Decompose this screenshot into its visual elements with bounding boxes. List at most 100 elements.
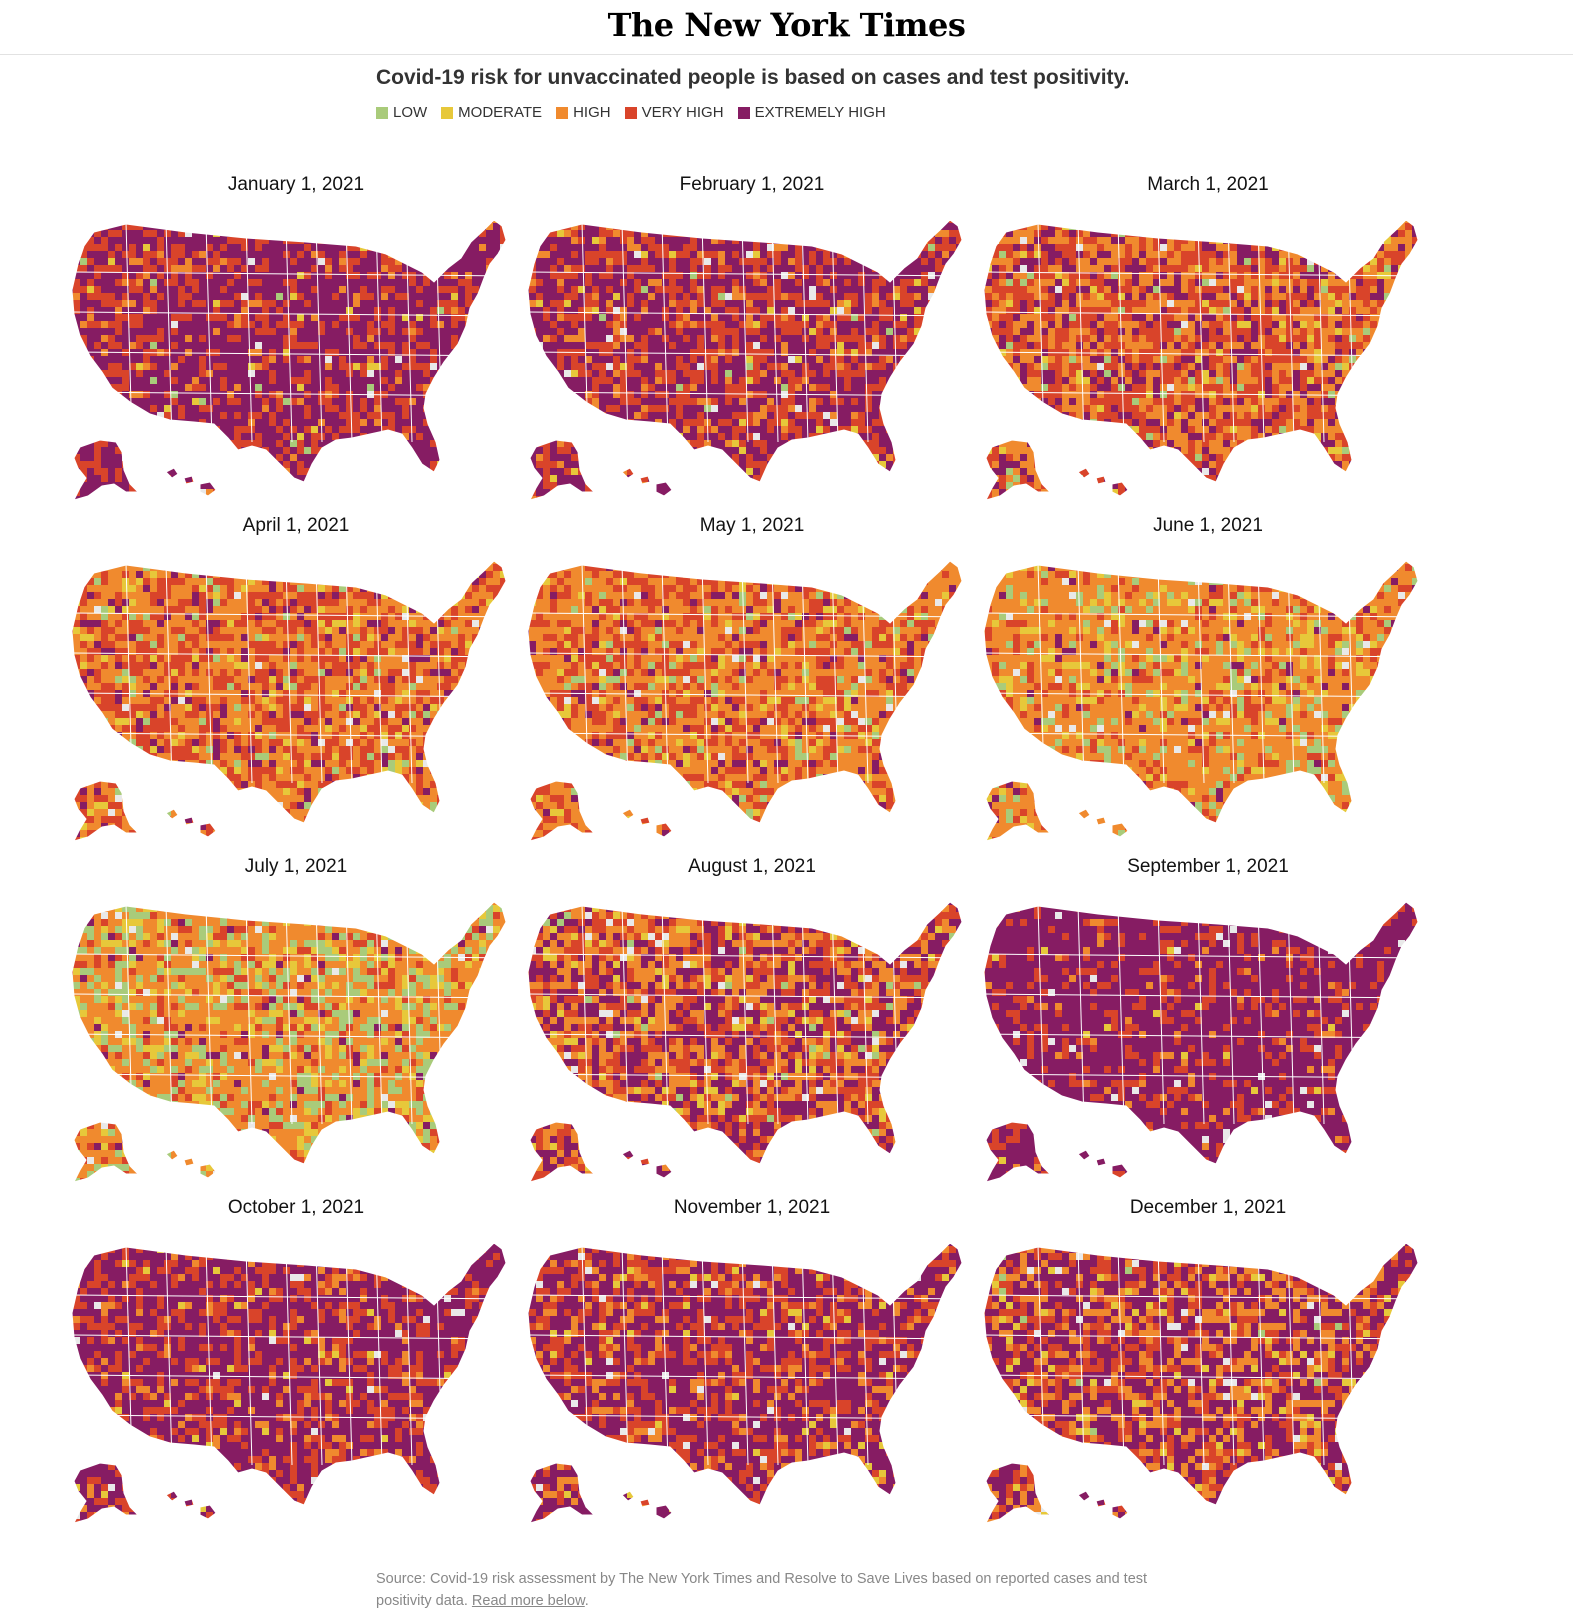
county-cell: [136, 251, 144, 259]
county-cell: [101, 293, 109, 301]
county-cell: [339, 307, 347, 315]
county-cell: [676, 272, 684, 280]
county-cell: [613, 265, 621, 273]
county-cell: [206, 496, 214, 500]
county-cell: [465, 489, 473, 497]
county-cell: [479, 412, 487, 420]
county-cell: [402, 251, 410, 259]
county-cell: [767, 426, 775, 434]
county-cell: [718, 279, 726, 287]
county-cell: [928, 265, 936, 273]
county-cell: [346, 398, 354, 406]
county-cell: [227, 279, 235, 287]
county-cell: [865, 244, 873, 252]
county-cell: [963, 335, 971, 343]
county-cell: [101, 384, 109, 392]
county-cell: [339, 489, 347, 497]
county-cell: [788, 377, 796, 385]
county-cell: [879, 237, 887, 245]
county-cell: [718, 258, 726, 266]
county-cell: [529, 356, 537, 364]
county-cell: [353, 314, 361, 322]
county-cell: [367, 300, 375, 308]
county-cell: [781, 405, 789, 413]
county-cell: [262, 363, 270, 371]
county-cell: [956, 223, 962, 231]
county-cell: [332, 251, 340, 259]
county-cell: [164, 314, 172, 322]
county-cell: [325, 419, 333, 427]
county-cell: [115, 377, 123, 385]
county-cell: [444, 363, 452, 371]
county-cell: [774, 440, 782, 448]
county-cell: [72, 251, 74, 259]
county-cell: [248, 489, 256, 497]
county-cell: [416, 220, 424, 224]
county-cell: [157, 258, 165, 266]
county-cell: [213, 335, 221, 343]
county-cell: [641, 335, 649, 343]
county-cell: [339, 447, 347, 455]
county-cell: [928, 370, 936, 378]
county-cell: [255, 433, 263, 441]
county-cell: [437, 426, 445, 434]
county-cell: [290, 265, 298, 273]
county-cell: [844, 237, 852, 245]
county-cell: [129, 335, 137, 343]
county-cell: [529, 307, 537, 315]
county-cell: [276, 370, 284, 378]
county-cell: [956, 349, 962, 357]
county-cell: [557, 412, 565, 420]
county-cell: [578, 384, 586, 392]
county-cell: [115, 279, 123, 287]
county-cell: [760, 426, 768, 434]
county-cell: [774, 258, 782, 266]
county-cell: [585, 223, 593, 231]
county-cell: [409, 356, 417, 364]
county-cell: [830, 454, 838, 462]
county-cell: [725, 328, 733, 336]
county-cell: [325, 244, 333, 252]
county-cell: [493, 482, 501, 490]
county-cell: [886, 384, 894, 392]
county-cell: [550, 307, 558, 315]
county-cell: [732, 321, 740, 329]
county-cell: [430, 405, 438, 413]
county-cell: [893, 265, 901, 273]
county-cell: [774, 384, 782, 392]
county-cell: [704, 272, 712, 280]
county-cell: [143, 244, 151, 252]
county-cell: [80, 328, 88, 336]
county-cell: [907, 377, 915, 385]
county-cell: [599, 440, 607, 448]
county-cell: [781, 335, 789, 343]
county-cell: [711, 272, 719, 280]
county-cell: [430, 398, 438, 406]
county-cell: [423, 279, 431, 287]
county-cell: [416, 293, 424, 301]
county-cell: [858, 321, 866, 329]
county-cell: [928, 426, 936, 434]
county-cell: [255, 237, 263, 245]
county-cell: [500, 377, 506, 385]
county-cell: [269, 342, 277, 350]
county-cell: [851, 447, 859, 455]
county-cell: [234, 223, 242, 231]
county-cell: [479, 356, 487, 364]
county-cell: [255, 258, 263, 266]
county-cell: [472, 468, 480, 476]
county-cell: [192, 426, 200, 434]
county-cell: [858, 265, 866, 273]
county-cell: [893, 342, 901, 350]
county-cell: [388, 223, 396, 231]
county-cell: [500, 314, 506, 322]
county-cell: [241, 335, 249, 343]
county-cell: [641, 391, 649, 399]
county-cell: [648, 279, 656, 287]
county-cell: [150, 321, 158, 329]
county-cell: [500, 342, 506, 350]
county-cell: [774, 328, 782, 336]
nyt-logo[interactable]: The New York Times: [608, 6, 966, 44]
county-cell: [157, 468, 165, 476]
county-cell: [388, 279, 396, 287]
